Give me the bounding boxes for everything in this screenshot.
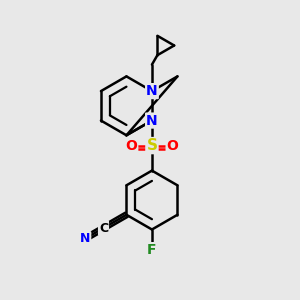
Text: O: O (125, 139, 137, 153)
Text: S: S (146, 138, 158, 153)
Text: O: O (167, 139, 178, 153)
Text: F: F (147, 243, 157, 257)
Text: C: C (99, 221, 108, 235)
Text: N: N (80, 232, 90, 245)
Text: N: N (146, 114, 158, 128)
Text: N: N (146, 84, 158, 98)
